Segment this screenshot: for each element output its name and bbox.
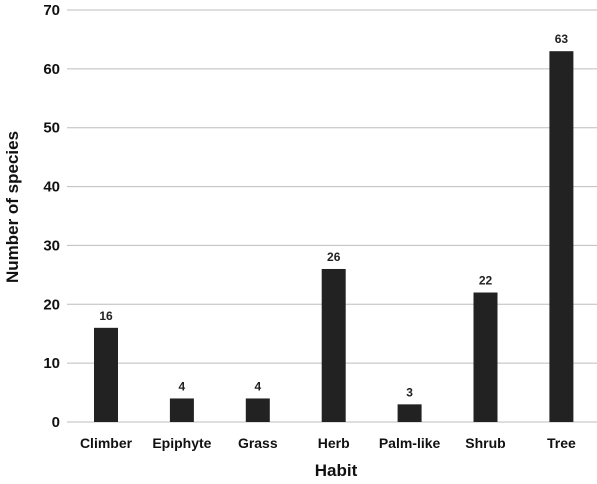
- x-tick-label: Palm-like: [379, 435, 441, 451]
- bar-climber: [94, 327, 118, 422]
- data-labels: 16 4 4 26 3 22 63: [99, 32, 568, 399]
- data-label-grass: 4: [254, 379, 261, 393]
- y-tick-label: 30: [43, 237, 60, 254]
- x-axis-title: Habit: [315, 461, 358, 480]
- bar-palm-like: [397, 404, 422, 422]
- y-tick-label: 70: [43, 2, 60, 19]
- x-axis-categories: Climber Epiphyte Grass Herb Palm-like Shrub Tr…: [80, 435, 576, 451]
- y-tick-label: 50: [43, 120, 60, 137]
- bar-herb: [321, 268, 346, 422]
- data-label-herb: 26: [327, 250, 341, 264]
- x-tick-label: Tree: [547, 435, 576, 451]
- y-tick-label: 40: [43, 179, 60, 196]
- bar-epiphyte: [169, 398, 194, 422]
- x-tick-label: Herb: [318, 435, 350, 451]
- x-tick-label: Shrub: [465, 435, 505, 451]
- y-tick-label: 60: [43, 61, 60, 78]
- bar-shrub: [473, 292, 498, 422]
- data-label-climber: 16: [99, 309, 113, 323]
- data-label-epiphyte: 4: [179, 379, 186, 393]
- x-tick-label: Climber: [80, 435, 133, 451]
- data-label-tree: 63: [555, 32, 569, 46]
- y-axis-title: Number of species: [3, 131, 22, 283]
- y-tick-label: 20: [43, 296, 60, 313]
- y-tick-label: 10: [43, 355, 60, 372]
- x-tick-label: Grass: [238, 435, 278, 451]
- data-label-shrub: 22: [479, 274, 493, 288]
- data-label-palm-like: 3: [406, 385, 413, 399]
- bar-tree: [549, 51, 574, 422]
- y-axis-ticks: 0 10 20 30 40 50 60 70: [43, 2, 60, 431]
- y-tick-label: 0: [52, 414, 60, 431]
- bar-grass: [245, 398, 270, 422]
- x-tick-label: Epiphyte: [152, 435, 211, 451]
- bars: [94, 51, 574, 422]
